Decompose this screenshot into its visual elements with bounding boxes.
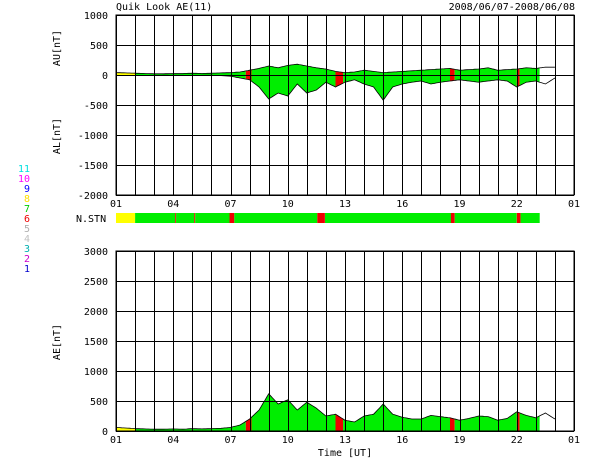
nstn-band-ok [135,213,176,223]
nstn-band-ok [325,213,451,223]
au-axis-label: AU[nT] [52,30,63,66]
nstn-band-missing [516,213,521,223]
ae-fill-ok [251,393,336,431]
nstn-band-ok [195,213,230,223]
legend-item-2: 2 [24,254,30,265]
legend-item-4: 4 [24,234,30,245]
au-al-x-tick-label: 01 [110,199,122,210]
ae-grid [115,251,575,432]
au-series-line [115,63,555,75]
ae-axis-label: AE[nT] [52,324,63,360]
legend-item-6: 6 [24,214,30,225]
ae-fill-missing [335,414,344,431]
chart-title: Quik Look AE(11) [116,2,212,13]
ae-series-line [115,393,556,430]
nstn-strip: N.STN [76,213,540,225]
au-al-x-tick-label: 19 [453,199,465,210]
legend-item-5: 5 [24,224,30,235]
ae-y-tick-label: 2000 [84,307,108,318]
ae-fill-ok [135,421,246,431]
au-al-frame [115,14,575,196]
au-al-y-tick-label: -1500 [78,161,108,172]
ae-x-ticks: 01 04 07 10 13 16 19 22 01 [110,435,580,446]
ae-x-tick-label: 13 [339,435,351,446]
au-al-fill-missing [450,68,455,81]
au-al-y-tick-label: -2000 [78,191,108,202]
nstn-band-missing [229,213,235,223]
ae-y-tick-label: 2500 [84,277,108,288]
au-al-x-tick-label: 04 [167,199,179,210]
nstn-label: N.STN [76,214,106,225]
legend-item-10: 10 [18,174,30,185]
ae-x-tick-label: 16 [396,435,408,446]
ae-fill-ok [454,411,517,431]
ae-status-fills [116,393,540,431]
au-al-x-tick-label: 07 [224,199,236,210]
al-series-line [116,74,556,101]
legend-item-3: 3 [24,244,30,255]
nstn-band-ok [520,213,540,223]
au-al-y-tick-label: 1000 [84,11,108,22]
ae-x-tick-label: 22 [511,435,523,446]
ae-x-tick-label: 01 [568,435,580,446]
nstn-band-missing [450,213,455,223]
au-al-x-tick-label: 10 [282,199,294,210]
date-range: 2008/06/07-2008/06/08 [449,2,575,13]
au-al-grid [115,15,575,196]
legend-item-1: 1 [24,264,30,275]
au-al-panel: 1000 500 0 -500 -1000 -1500 -2000 01 04 07 10 13 16… [52,11,580,210]
ae-fill-missing [450,417,455,431]
ae-y-tick-label: 1500 [84,337,108,348]
au-al-x-tick-label: 13 [339,199,351,210]
nstn-bands [116,213,540,223]
au-al-x-ticks: 01 04 07 10 13 16 19 22 01 [110,199,580,210]
au-al-fill-ok [343,68,450,101]
nstn-band-missing [317,213,325,223]
ae-x-tick-label: 04 [167,435,179,446]
nstn-band-partial [116,213,136,223]
ae-panel: 3000 2500 2000 1500 1000 500 0 01 04 07 10 13 16 19 2… [52,247,580,459]
nstn-band-ok [234,213,318,223]
au-al-x-tick-label: 16 [396,199,408,210]
au-al-y-ticks: 1000 500 0 -500 -1000 -1500 -2000 [78,11,108,202]
ae-x-tick-label: 07 [224,435,236,446]
au-al-fill-ok [454,67,517,87]
au-al-y-tick-label: 500 [90,41,108,52]
au-al-y-tick-label: 0 [102,71,108,82]
legend-item-9: 9 [24,184,30,195]
ae-y-ticks: 3000 2500 2000 1500 1000 500 0 [84,247,108,438]
nstn-band-ok [454,213,517,223]
au-al-y-tick-label: -1000 [78,131,108,142]
ae-fill-ok [519,412,540,431]
au-al-x-tick-label: 01 [568,199,580,210]
ae-y-tick-label: 3000 [84,247,108,258]
nstn-band-missing [175,213,177,223]
au-al-x-tick-label: 22 [511,199,523,210]
time-axis-label: Time [UT] [318,448,372,459]
legend-item-8: 8 [24,194,30,205]
ae-x-tick-label: 19 [453,435,465,446]
au-al-y-tick-label: -500 [84,101,108,112]
al-axis-label: AL[nT] [52,118,63,154]
legend-item-7: 7 [24,204,30,215]
ae-x-tick-label: 01 [110,435,122,446]
ae-x-tick-label: 10 [282,435,294,446]
ae-fill-ok [343,404,450,431]
ae-y-tick-label: 0 [102,427,108,438]
ae-frame [115,250,575,432]
legend-item-11: 11 [18,164,30,175]
nstn-band-ok [176,213,195,223]
ae-y-tick-label: 500 [90,397,108,408]
ae-y-tick-label: 1000 [84,367,108,378]
nstn-band-missing [194,213,196,223]
